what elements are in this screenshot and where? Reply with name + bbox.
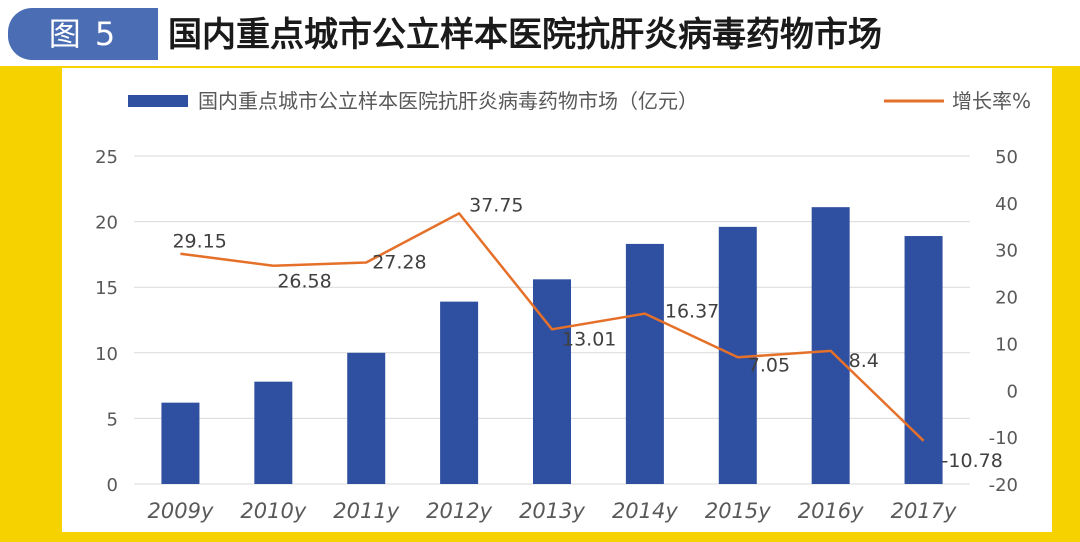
left-tick-label-2: 10 (95, 344, 118, 365)
x-tick-label-4: 2013y (519, 499, 585, 523)
x-tick-label-1: 2010y (240, 499, 306, 523)
left-tick-label-5: 25 (95, 147, 118, 168)
bar-2009y (161, 402, 200, 484)
figure-title: 国内重点城市公立样本医院抗肝炎病毒药物市场 (168, 15, 882, 55)
x-tick-label-3: 2012y (426, 499, 492, 523)
left-tick-label-3: 15 (95, 278, 118, 299)
legend-line-label: 增长率% (952, 89, 1031, 113)
bar-2013y (533, 279, 571, 484)
bar-2017y (904, 236, 943, 484)
right-tick-label-3: 10 (995, 334, 1018, 355)
header-band (0, 0, 1080, 66)
right-tick-label-1: -10 (989, 428, 1018, 449)
x-axis-ticks: 2009y 2010y 2011y 2012y 2013y 2014y 2015y 2016y… (148, 499, 958, 523)
bar-2010y (254, 381, 293, 484)
data-label-2012y: 37.75 (469, 194, 523, 216)
bar-2011y (347, 352, 386, 484)
x-tick-label-6: 2015y (705, 499, 771, 523)
left-tick-label-1: 5 (107, 409, 118, 430)
right-tick-label-7: 50 (995, 147, 1018, 168)
left-axis-ticks: 0 5 10 15 20 25 (95, 147, 118, 496)
x-tick-label-2: 2011y (333, 499, 399, 523)
bar-2012y (440, 301, 479, 484)
legend-bar-label: 国内重点城市公立样本医院抗肝炎病毒药物市场（亿元） (198, 89, 698, 113)
growth-line-series (180, 212, 925, 442)
right-axis-ticks: -20 -10 0 10 20 30 40 50 (989, 147, 1018, 496)
data-label-2017y: -10.78 (942, 450, 1003, 472)
x-tick-label-7: 2016y (798, 499, 864, 523)
data-label-2009y: 29.15 (172, 231, 226, 253)
right-tick-label-6: 40 (995, 194, 1018, 215)
legend: 国内重点城市公立样本医院抗肝炎病毒药物市场（亿元） 增长率% (128, 89, 1031, 113)
chart-svg: 国内重点城市公立样本医院抗肝炎病毒药物市场（亿元） 增长率% 051015202… (95, 89, 1031, 523)
data-label-2015y: 7.05 (748, 354, 790, 376)
right-tick-label-2: 0 (1007, 381, 1018, 402)
left-tick-label-0: 0 (107, 475, 118, 496)
right-tick-label-0: -20 (989, 475, 1018, 496)
bar-2014y (625, 243, 664, 484)
x-tick-label-8: 2017y (891, 499, 957, 523)
right-tick-label-5: 30 (995, 241, 1018, 262)
data-label-2016y: 8.4 (849, 350, 879, 372)
bar-2016y (811, 207, 850, 484)
data-labels: 29.15 26.58 27.28 37.75 13.01 16.37 7.05 8.4 -10… (172, 194, 1002, 471)
data-label-2013y: 13.01 (562, 328, 616, 350)
data-label-2011y: 27.28 (372, 251, 426, 273)
chart-panel: 国内重点城市公立样本医院抗肝炎病毒药物市场（亿元） 增长率% 0 5 10 15 20 2… (62, 68, 1052, 532)
growth-line (180, 212, 925, 442)
x-tick-label-5: 2014y (612, 499, 678, 523)
x-tick-label-0: 2009y (148, 499, 214, 523)
figure-number-badge: 图 5 (8, 8, 158, 60)
bar-series (161, 207, 943, 484)
left-tick-label-4: 20 (95, 213, 118, 234)
legend-bar-swatch (128, 95, 188, 107)
right-tick-label-4: 20 (995, 288, 1018, 309)
data-label-2010y: 26.58 (277, 271, 331, 293)
data-label-2014y: 16.37 (665, 301, 719, 323)
